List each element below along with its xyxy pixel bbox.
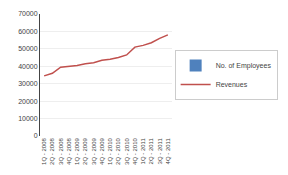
svg-text:1Q - 2011: 1Q - 2011 — [140, 138, 146, 165]
svg-text:1Q - 2009: 1Q - 2009 — [74, 138, 80, 165]
svg-text:Revenues: Revenues — [216, 81, 248, 88]
svg-text:3Q - 2011: 3Q - 2011 — [157, 138, 163, 165]
svg-text:1Q - 2008: 1Q - 2008 — [41, 138, 47, 165]
svg-text:60000: 60000 — [18, 28, 38, 35]
svg-text:2Q - 2010: 2Q - 2010 — [115, 138, 121, 165]
svg-text:2Q - 2008: 2Q - 2008 — [49, 138, 55, 165]
svg-text:2Q - 2009: 2Q - 2009 — [82, 138, 88, 165]
svg-text:30000: 30000 — [18, 80, 38, 87]
svg-text:4Q - 2011: 4Q - 2011 — [165, 138, 171, 165]
svg-text:4Q - 2009: 4Q - 2009 — [99, 138, 105, 165]
svg-text:No. of Employees: No. of Employees — [216, 62, 272, 70]
svg-text:40000: 40000 — [18, 63, 38, 70]
svg-text:70000: 70000 — [18, 10, 38, 17]
svg-text:10000: 10000 — [18, 115, 38, 122]
svg-text:3Q - 2010: 3Q - 2010 — [124, 138, 130, 165]
svg-text:2Q - 2011: 2Q - 2011 — [148, 138, 154, 165]
svg-text:3Q - 2009: 3Q - 2009 — [91, 138, 97, 165]
svg-text:4Q - 2010: 4Q - 2010 — [132, 138, 138, 165]
svg-text:20000: 20000 — [18, 98, 38, 105]
svg-text:1Q - 2010: 1Q - 2010 — [107, 138, 113, 165]
svg-text:4Q - 2008: 4Q - 2008 — [66, 138, 72, 165]
svg-text:0: 0 — [34, 132, 38, 139]
svg-text:3Q - 2008: 3Q - 2008 — [58, 138, 64, 165]
svg-text:50000: 50000 — [18, 45, 38, 52]
